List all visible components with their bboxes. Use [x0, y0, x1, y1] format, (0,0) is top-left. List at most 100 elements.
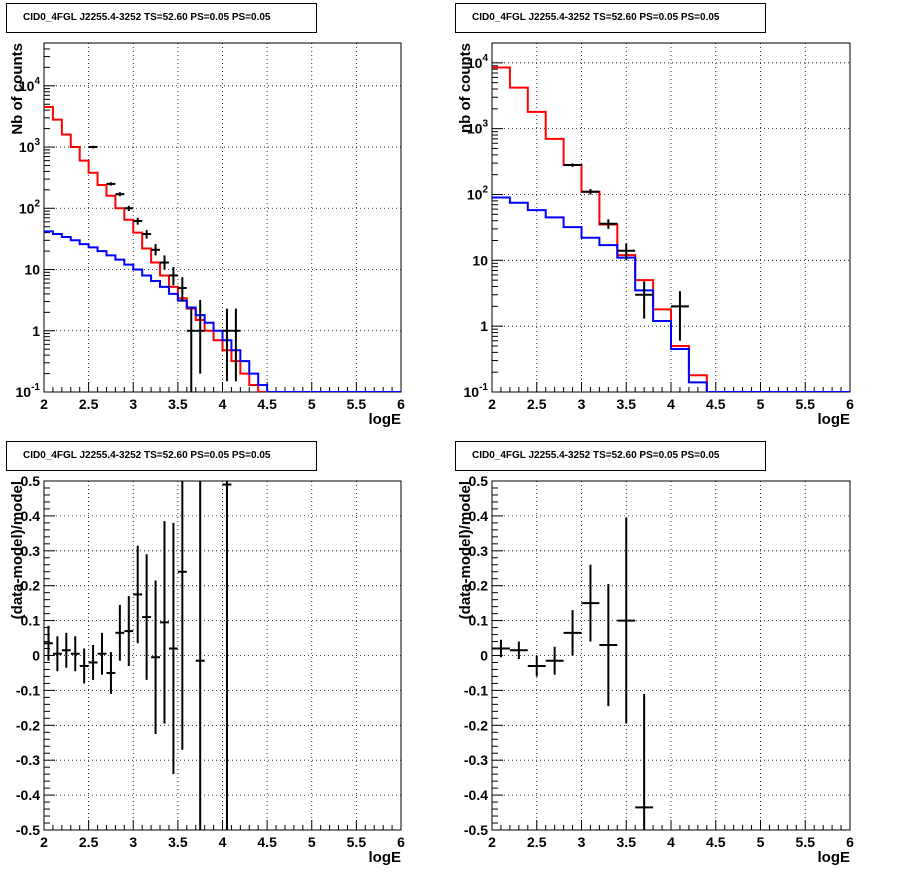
data-point	[168, 266, 178, 286]
x-tick-label: 4	[667, 396, 675, 412]
chart-2: 2 2.5 3 3.5 4 4.5 5 5.5 6logE10-1110102103104nb …	[457, 42, 854, 428]
data-point	[97, 632, 107, 675]
data-point	[133, 545, 143, 644]
y-tick-exponent: 3	[482, 119, 488, 130]
x-tick-label: 3	[129, 834, 137, 850]
x-tick-label: 2	[488, 834, 496, 850]
y-tick-label: 102	[467, 184, 489, 202]
x-tick-label: 4	[219, 834, 227, 850]
data-point	[635, 693, 654, 830]
y-tick-label: 0.5	[469, 473, 489, 489]
y-tick-exponent: 4	[34, 76, 40, 87]
data-point	[563, 163, 582, 167]
data-point	[124, 596, 134, 666]
y-tick-exponent: -1	[31, 382, 40, 393]
x-tick-label: 3	[129, 396, 137, 412]
data-points	[563, 163, 689, 341]
x-tick-label: 5	[757, 396, 765, 412]
y-tick-label: 1	[480, 318, 488, 334]
x-tick-label: 4	[219, 396, 227, 412]
data-point	[195, 481, 205, 830]
data-point	[617, 517, 636, 724]
x-axis-label: logE	[818, 411, 851, 428]
x-tick-label: 6	[397, 834, 405, 850]
y-axis-label: Nb of counts	[9, 43, 26, 135]
y-tick-label: 10-1	[464, 382, 489, 400]
x-tick-label: 3.5	[617, 834, 637, 850]
x-tick-label: 4	[667, 834, 675, 850]
y-tick-exponent: -1	[479, 382, 488, 393]
y-tick-exponent: 3	[34, 137, 40, 148]
y-tick-label: 1	[32, 323, 40, 339]
ticks	[491, 42, 851, 393]
x-tick-label: 2.5	[79, 834, 99, 850]
y-tick-label: -0.1	[464, 682, 488, 698]
y-tick-label: 0	[32, 648, 40, 664]
y-tick-label: 0.4	[21, 508, 41, 524]
y-tick-label: 0.1	[21, 613, 41, 629]
data-point	[527, 655, 546, 677]
ticks	[43, 42, 402, 393]
x-tick-label: 5	[308, 834, 316, 850]
x-tick-label: 5.5	[796, 396, 816, 412]
title-box-2: CID0_4FGL J2255.4-3252 TS=52.60 PS=0.05 …	[455, 3, 766, 33]
title-box-3: CID0_4FGL J2255.4-3252 TS=52.60 PS=0.05 …	[6, 441, 317, 471]
data-point	[492, 639, 510, 658]
data-point	[222, 308, 232, 382]
x-tick-label: 5.5	[347, 396, 367, 412]
histogram-series-red	[44, 106, 401, 392]
ticks	[43, 480, 402, 831]
data-point	[115, 604, 125, 661]
chart-title-1: CID0_4FGL J2255.4-3252 TS=52.60 PS=0.05 …	[23, 12, 271, 23]
y-tick-label: -0.3	[16, 752, 40, 768]
data-point	[160, 255, 169, 270]
data-point	[509, 641, 528, 659]
data-point	[151, 244, 161, 256]
data-point	[195, 299, 205, 374]
x-tick-label: 5	[757, 834, 765, 850]
data-point	[52, 636, 62, 672]
data-point	[168, 522, 178, 775]
data-point	[151, 580, 161, 735]
y-tick-label: -0.4	[16, 787, 40, 803]
x-tick-label: 6	[397, 396, 405, 412]
data-point	[160, 521, 169, 724]
x-axis-label: logE	[369, 849, 402, 866]
chart-title-2: CID0_4FGL J2255.4-3252 TS=52.60 PS=0.05 …	[472, 12, 720, 23]
x-tick-label: 2.5	[79, 396, 99, 412]
x-tick-label: 2	[40, 834, 48, 850]
y-tick-label: 0.4	[469, 508, 489, 524]
data-point	[106, 182, 116, 186]
data-point	[61, 632, 71, 668]
data-point	[142, 230, 152, 239]
y-tick-label: -0.1	[16, 682, 40, 698]
data-layer	[492, 66, 850, 392]
data-point	[581, 564, 600, 642]
data-point	[581, 189, 600, 195]
data-point	[177, 277, 187, 302]
y-tick-exponent: 2	[34, 198, 40, 209]
data-point	[79, 648, 89, 684]
x-tick-label: 4.5	[257, 396, 277, 412]
x-tick-label: 6	[846, 834, 854, 850]
y-tick-label: 0.1	[469, 613, 489, 629]
x-tick-label: 2.5	[527, 834, 547, 850]
data-point	[563, 610, 582, 656]
x-tick-label: 3	[578, 834, 586, 850]
chart-title-3: CID0_4FGL J2255.4-3252 TS=52.60 PS=0.05 …	[23, 450, 271, 461]
x-tick-label: 3	[578, 396, 586, 412]
data-point	[124, 205, 134, 212]
y-tick-label: 0.3	[469, 543, 489, 559]
y-tick-label: 103	[19, 137, 41, 155]
data-point	[599, 219, 618, 229]
y-tick-label: 0.2	[21, 578, 41, 594]
data-point	[142, 554, 152, 680]
data-point	[545, 646, 564, 675]
data-point	[671, 291, 689, 341]
x-tick-label: 3.5	[168, 834, 188, 850]
data-point	[231, 308, 241, 382]
data-point	[88, 145, 98, 149]
histogram-series-blue	[44, 230, 401, 392]
